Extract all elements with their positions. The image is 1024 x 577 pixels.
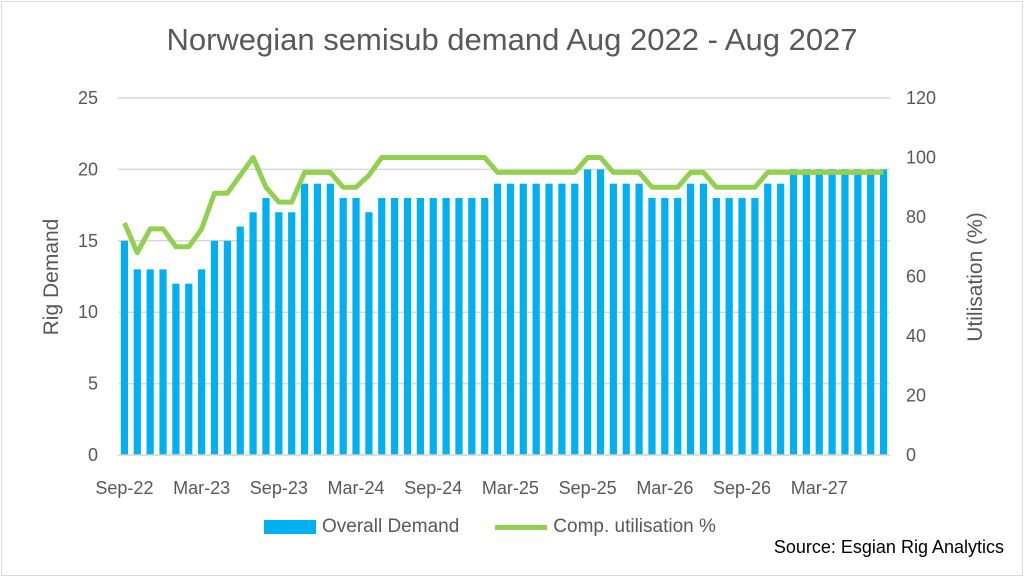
y2-tick-label: 0	[906, 445, 916, 465]
bar	[378, 197, 386, 455]
bar	[725, 197, 733, 455]
bar	[867, 169, 875, 455]
bar	[300, 183, 309, 455]
bar	[146, 269, 154, 455]
bar	[879, 169, 888, 455]
y-tick-label: 10	[78, 302, 98, 322]
bar	[442, 197, 450, 455]
bar	[532, 183, 540, 455]
bar	[635, 183, 643, 455]
bar	[455, 197, 463, 455]
bar	[661, 197, 669, 455]
bar	[249, 212, 257, 455]
bar	[596, 169, 605, 455]
x-tick-label: Mar-26	[636, 478, 693, 498]
bar	[313, 183, 322, 455]
bar	[609, 183, 617, 455]
bar	[789, 169, 798, 455]
bar	[326, 183, 334, 455]
x-tick-label: Sep-25	[559, 478, 617, 498]
bar	[764, 183, 772, 455]
x-tick-label: Sep-26	[713, 478, 771, 498]
bar	[854, 169, 862, 455]
bar	[429, 197, 437, 455]
bar	[159, 269, 167, 455]
legend-swatch-line	[495, 524, 548, 530]
y2-tick-label: 60	[906, 267, 926, 287]
bar	[777, 183, 785, 455]
bar	[481, 197, 489, 455]
bar	[519, 183, 527, 455]
bar	[712, 197, 720, 455]
bar	[841, 169, 849, 455]
utilisation-line	[122, 155, 884, 256]
bar	[571, 183, 579, 455]
bar	[262, 197, 270, 455]
bar	[828, 169, 836, 455]
bar	[365, 212, 373, 455]
bar	[738, 197, 746, 455]
bar	[468, 197, 476, 455]
bar	[648, 197, 656, 455]
bar	[172, 283, 180, 455]
bar	[558, 183, 566, 455]
bar	[403, 197, 412, 455]
bar	[275, 212, 283, 455]
x-tick-label: Mar-25	[482, 478, 539, 498]
bar	[674, 197, 682, 455]
y2-tick-label: 80	[906, 207, 926, 227]
source-note: Source: Esgian Rig Analytics	[773, 537, 1004, 557]
x-tick-label: Sep-24	[404, 478, 462, 498]
bar	[506, 183, 515, 455]
y-tick-label: 5	[88, 374, 98, 394]
y-tick-label: 15	[78, 231, 98, 251]
x-tick-label: Mar-24	[328, 478, 385, 498]
legend: Overall Demand Comp. utilisation %	[264, 516, 716, 538]
y2-tick-label: 100	[906, 148, 936, 168]
bar	[686, 183, 695, 455]
y2-axis-title: Utilisation (%)	[964, 212, 987, 342]
x-tick-label: Mar-27	[791, 478, 848, 498]
y2-tick-label: 20	[906, 386, 926, 406]
bar	[416, 197, 424, 455]
chart-title: Norwegian semisub demand Aug 2022 - Aug …	[166, 22, 858, 57]
bar	[352, 197, 360, 455]
y2-tick-label: 120	[906, 88, 936, 108]
bar	[120, 240, 129, 455]
bar	[699, 183, 708, 455]
bar	[751, 197, 759, 455]
bar	[622, 183, 630, 455]
bar	[493, 183, 502, 455]
bar	[584, 169, 592, 455]
x-tick-label: Sep-22	[95, 478, 153, 498]
y-tick-label: 0	[88, 445, 98, 465]
x-tick-label: Mar-23	[173, 478, 230, 498]
y-axis-title: Rig Demand	[40, 219, 63, 336]
y-tick-label: 20	[78, 159, 98, 179]
bar	[545, 183, 553, 455]
bar	[210, 240, 219, 455]
bar	[223, 240, 231, 455]
bar	[288, 212, 296, 455]
bar	[802, 169, 810, 455]
legend-swatch-bar	[264, 520, 316, 534]
y-tick-label: 25	[78, 88, 98, 108]
bar	[815, 169, 823, 455]
x-tick-label: Sep-23	[250, 478, 308, 498]
bar	[391, 197, 399, 455]
bar	[133, 269, 141, 455]
y2-tick-label: 40	[906, 326, 926, 346]
bar	[198, 269, 206, 455]
legend-label-demand: Overall Demand	[322, 516, 460, 537]
bar	[185, 283, 193, 455]
bar	[339, 197, 347, 455]
legend-label-utilisation: Comp. utilisation %	[553, 516, 716, 537]
bar	[236, 226, 244, 455]
